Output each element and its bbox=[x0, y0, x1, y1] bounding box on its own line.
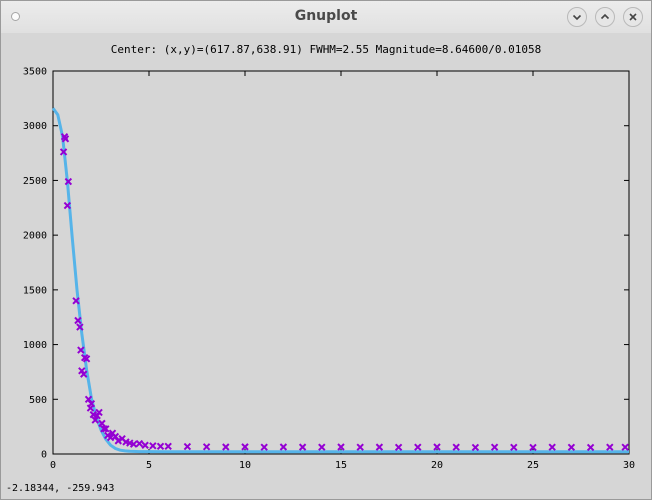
data-point bbox=[394, 443, 403, 452]
chevron-down-icon bbox=[572, 14, 582, 21]
data-point bbox=[337, 443, 345, 451]
mouse-coordinates: -2.18344, -259.943 bbox=[6, 483, 115, 494]
data-point bbox=[164, 442, 172, 451]
y-tick-label: 500 bbox=[29, 395, 47, 406]
data-point bbox=[74, 316, 82, 325]
data-point bbox=[490, 443, 499, 451]
data-point bbox=[202, 443, 211, 451]
data-point bbox=[95, 408, 103, 417]
data-point bbox=[606, 443, 614, 451]
data-point bbox=[64, 177, 73, 186]
data-point bbox=[102, 425, 110, 433]
data-point bbox=[98, 419, 106, 428]
data-point bbox=[318, 443, 326, 451]
data-point bbox=[156, 442, 165, 451]
y-tick-label: 0 bbox=[41, 450, 47, 461]
minimize-button[interactable] bbox=[567, 7, 587, 27]
data-point bbox=[433, 443, 441, 451]
chart-title: Center: (x,y)=(617.87,638.91) FWHM=2.55 … bbox=[110, 43, 542, 56]
data-point bbox=[183, 442, 192, 451]
data-point bbox=[471, 443, 480, 452]
data-point bbox=[586, 443, 595, 452]
data-point bbox=[80, 370, 88, 378]
data-point bbox=[114, 437, 122, 445]
data-point bbox=[129, 440, 138, 448]
data-point bbox=[222, 443, 230, 451]
x-tick-label: 10 bbox=[239, 460, 251, 471]
window-menu-icon[interactable] bbox=[11, 12, 20, 21]
data-point bbox=[260, 443, 268, 451]
data-point bbox=[100, 425, 108, 433]
data-point bbox=[375, 443, 384, 451]
data-point bbox=[510, 443, 518, 452]
data-point bbox=[548, 443, 556, 451]
data-point bbox=[87, 399, 96, 408]
data-point bbox=[567, 443, 576, 452]
data-point bbox=[84, 395, 93, 403]
y-tick-label: 2000 bbox=[23, 231, 47, 242]
data-point bbox=[279, 443, 288, 451]
data-point bbox=[91, 416, 99, 424]
chevron-up-icon bbox=[600, 13, 610, 20]
x-tick-label: 25 bbox=[527, 460, 539, 471]
data-point bbox=[111, 432, 120, 441]
plot-border bbox=[52, 70, 630, 455]
data-point bbox=[621, 443, 629, 451]
y-tick-label: 1500 bbox=[23, 285, 47, 296]
data-point bbox=[77, 346, 85, 354]
data-point bbox=[414, 443, 422, 451]
plot-canvas[interactable]: Center: (x,y)=(617.87,638.91) FWHM=2.55 … bbox=[1, 33, 651, 499]
x-tick-label: 20 bbox=[431, 460, 443, 471]
data-point bbox=[141, 441, 149, 449]
close-icon bbox=[629, 13, 637, 21]
data-point bbox=[59, 148, 68, 156]
x-tick-label: 0 bbox=[50, 460, 56, 471]
y-tick-label: 2500 bbox=[23, 176, 47, 187]
data-point bbox=[356, 443, 364, 451]
y-tick-label: 3000 bbox=[23, 121, 47, 132]
x-tick-label: 15 bbox=[335, 460, 347, 471]
title-bar[interactable]: Gnuplot bbox=[1, 1, 651, 33]
maximize-button[interactable] bbox=[595, 7, 615, 27]
data-point bbox=[61, 135, 70, 143]
data-point bbox=[241, 443, 249, 451]
data-point bbox=[529, 443, 537, 452]
y-tick-label: 1000 bbox=[23, 340, 47, 351]
data-point bbox=[149, 442, 157, 450]
chart-svg: 0 5 10 15 20 25 30 0 500 1000 1500 2000 2500 3000 3500 bbox=[23, 67, 635, 472]
x-tick-label: 30 bbox=[623, 460, 635, 471]
x-tick-label: 5 bbox=[146, 460, 152, 471]
data-point bbox=[76, 323, 84, 331]
y-tick-label: 3500 bbox=[23, 67, 47, 78]
data-point bbox=[72, 297, 80, 305]
fit-curve-line bbox=[51, 107, 629, 454]
data-point bbox=[452, 443, 460, 451]
close-button[interactable] bbox=[623, 7, 643, 27]
data-point bbox=[82, 355, 91, 363]
data-point bbox=[63, 201, 72, 210]
window-title: Gnuplot bbox=[294, 8, 358, 24]
data-point bbox=[135, 439, 144, 448]
data-point bbox=[298, 443, 307, 451]
